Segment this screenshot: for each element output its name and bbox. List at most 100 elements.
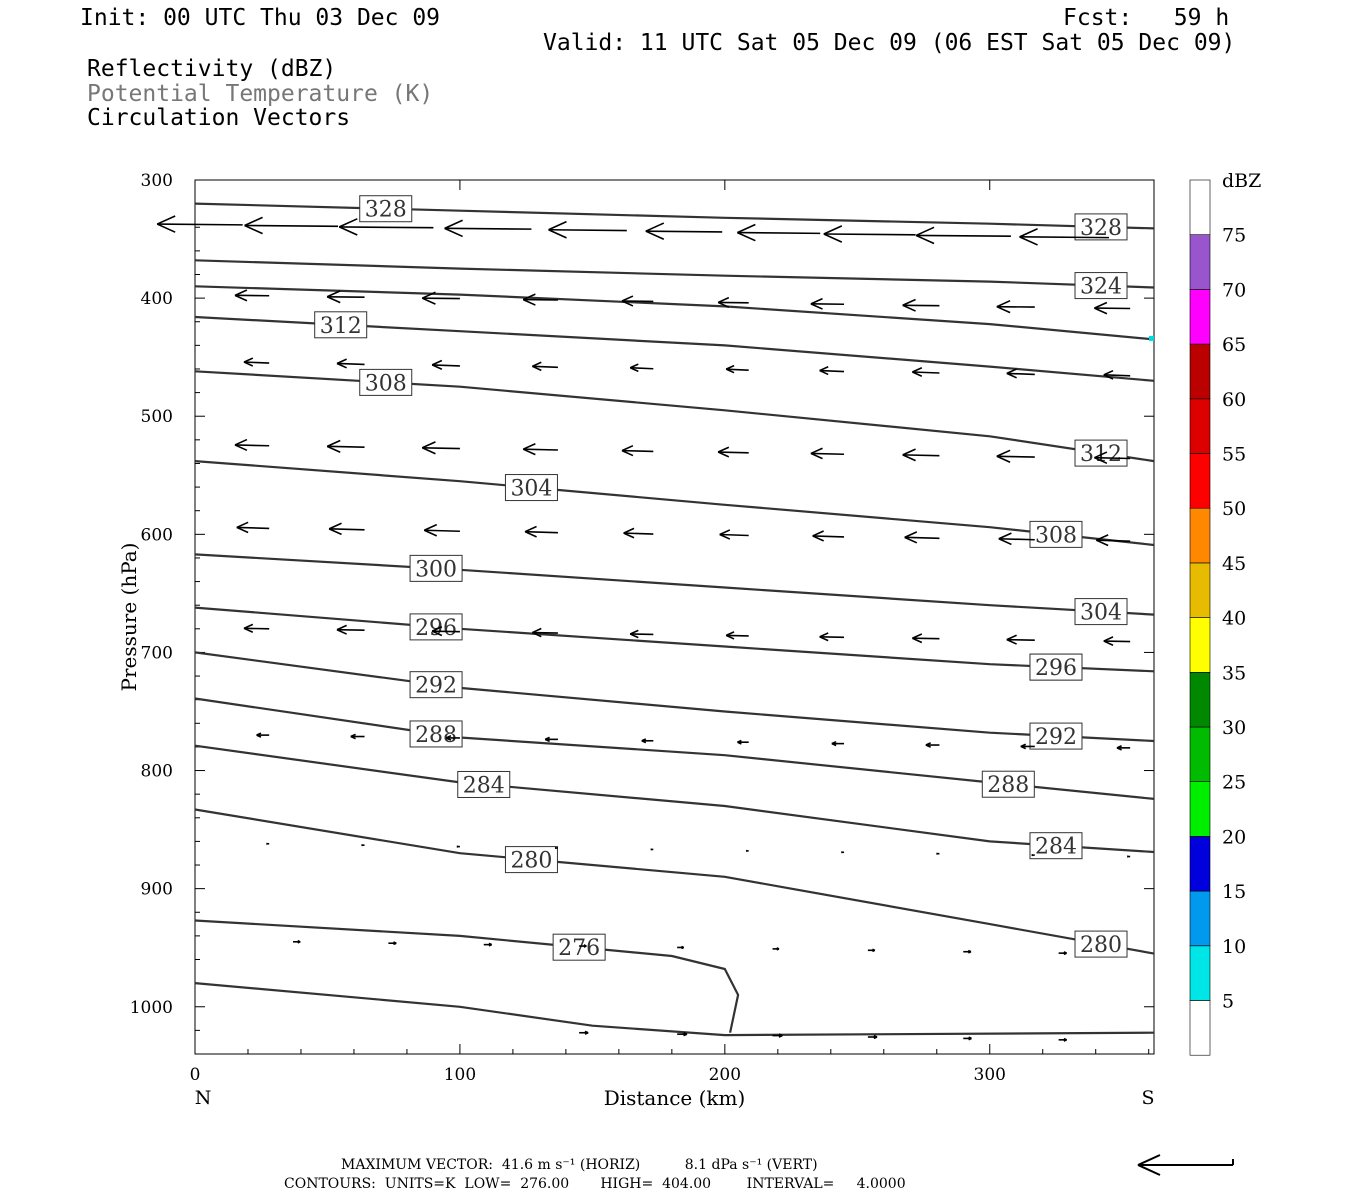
x-tick-label: 100 xyxy=(444,1065,476,1085)
contour-label: 324 xyxy=(1080,275,1122,300)
contour-label-box xyxy=(409,613,463,641)
wind-vector-head xyxy=(873,1036,878,1040)
wind-vector xyxy=(645,230,723,233)
wind-vector-head xyxy=(1019,236,1038,246)
wind-vector-head xyxy=(810,447,823,455)
wind-vector xyxy=(243,361,270,364)
wind-vector-head xyxy=(544,738,550,743)
wind-vector-head xyxy=(1019,228,1038,238)
wind-vector-head xyxy=(819,632,829,638)
wind-vector xyxy=(234,444,270,447)
wind-vector xyxy=(548,228,627,232)
wind-vector-head xyxy=(904,531,918,539)
contour-label: 328 xyxy=(365,198,407,223)
wind-vector-head xyxy=(421,447,436,455)
wind-vector-head xyxy=(234,438,248,446)
theta-contour xyxy=(194,315,1155,382)
legend-level-label: 45 xyxy=(1222,553,1246,575)
legend-level-label: 5 xyxy=(1222,991,1234,1013)
wind-vector-head xyxy=(243,623,254,630)
wind-vector-head xyxy=(532,365,542,372)
wind-vector-head xyxy=(725,631,735,637)
wind-vector xyxy=(1019,236,1109,239)
wind-vector-head xyxy=(998,532,1012,540)
contour-label-box xyxy=(1074,439,1128,467)
wind-vector xyxy=(812,535,845,538)
wind-vector-head xyxy=(1095,539,1109,547)
contour-label: 288 xyxy=(987,773,1029,798)
theta-contour xyxy=(194,370,1155,463)
y-tick-label: 1000 xyxy=(130,998,173,1018)
wind-vector xyxy=(630,633,654,636)
wind-vector-head xyxy=(156,215,176,225)
wind-vector-head xyxy=(912,633,923,639)
wind-vector-head xyxy=(1006,368,1017,375)
wind-vector xyxy=(630,366,654,370)
legend-swatch xyxy=(1189,507,1211,564)
wind-vector-head xyxy=(623,527,635,534)
theta-contour xyxy=(194,697,1155,800)
wind-vector xyxy=(621,449,654,453)
contour-label-box xyxy=(981,770,1035,798)
field-potential-temperature: Potential Temperature (K) xyxy=(87,81,434,107)
wind-vector-head xyxy=(236,521,249,529)
wind-vector-head xyxy=(532,361,542,368)
wind-vector-head xyxy=(1006,634,1017,641)
theta-contour xyxy=(194,919,740,1033)
legend-level-label: 35 xyxy=(1222,662,1246,684)
wind-vector-head xyxy=(244,216,263,227)
contour-label: 292 xyxy=(1035,725,1077,750)
legend-level-label: 55 xyxy=(1222,444,1246,466)
field-reflectivity: Reflectivity (dBZ) xyxy=(87,56,337,82)
wind-vector xyxy=(432,364,460,367)
wind-vector-head xyxy=(336,624,347,631)
wind-vector xyxy=(523,448,558,451)
wind-vector-head xyxy=(912,367,923,373)
wind-vector xyxy=(532,631,558,634)
legend-swatch xyxy=(1189,289,1211,345)
contour-label-box xyxy=(504,474,558,502)
legend-level-label: 20 xyxy=(1222,826,1246,848)
theta-contour xyxy=(194,808,1155,955)
contour-label-box xyxy=(1074,598,1128,626)
wind-vector-head xyxy=(996,299,1011,308)
wind-vector-head xyxy=(328,522,342,530)
contour-label-box xyxy=(504,846,558,874)
legend-level-label: 65 xyxy=(1222,334,1246,356)
wind-vector-head xyxy=(421,441,436,449)
wind-vector xyxy=(1006,372,1035,376)
wind-vector-head xyxy=(326,296,341,304)
wind-vector xyxy=(532,365,558,369)
wind-vector-head xyxy=(737,741,742,745)
x-end-label-south: S xyxy=(1141,1087,1154,1109)
wind-vector-head xyxy=(1006,372,1017,379)
legend-level-label: 15 xyxy=(1222,881,1246,903)
contour-label: 304 xyxy=(510,477,552,502)
wind-vector-head xyxy=(645,222,665,232)
legend-swatch xyxy=(1189,453,1211,509)
wind-vector-head xyxy=(234,444,248,452)
wind-vector-head xyxy=(812,535,824,542)
legend-swatch xyxy=(1189,617,1211,673)
y-tick-label: 600 xyxy=(141,525,173,545)
wind-vector xyxy=(157,223,243,226)
wind-vector-head xyxy=(548,229,567,239)
contour-label-box xyxy=(1074,213,1128,241)
forecast-hour: Fcst: 59 h xyxy=(1063,5,1230,31)
wind-vector-head xyxy=(725,364,735,370)
legend-level-label: 30 xyxy=(1222,717,1246,739)
init-time: Init: 00 UTC Thu 03 Dec 09 xyxy=(80,5,441,31)
wind-vector xyxy=(902,454,940,457)
wind-vector xyxy=(904,536,940,540)
wind-vector-head xyxy=(350,735,356,740)
wind-vector-head xyxy=(522,448,536,456)
wind-vector-head xyxy=(548,220,567,231)
legend-swatch xyxy=(1189,781,1211,837)
wind-vector-head xyxy=(719,533,731,540)
wind-vector-head xyxy=(717,446,730,453)
wind-vector-head xyxy=(297,941,301,944)
wind-vector-head xyxy=(725,634,735,640)
wind-vector-head xyxy=(326,445,341,453)
wind-vector xyxy=(912,371,940,374)
wind-vector-head xyxy=(328,528,342,536)
